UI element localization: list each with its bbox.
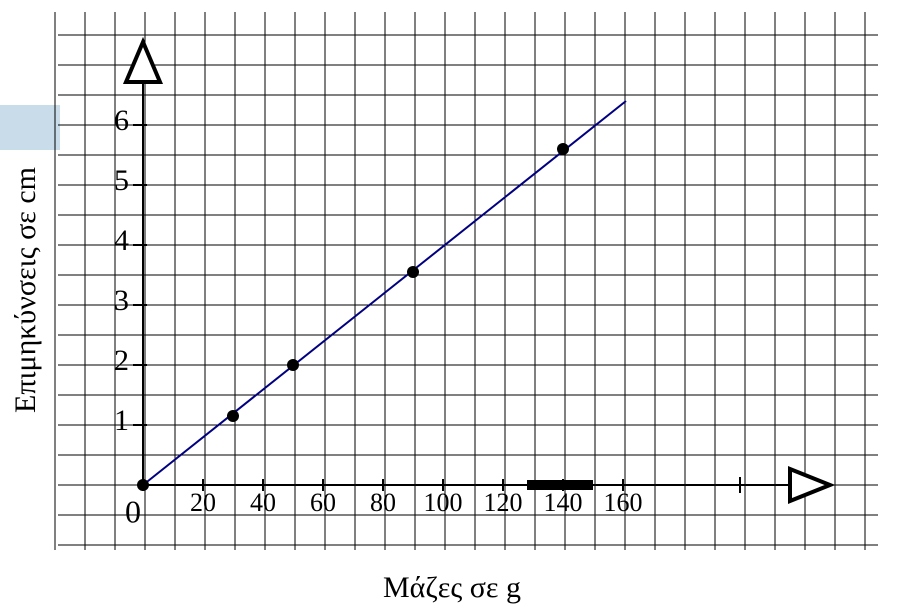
axis-bar xyxy=(527,480,593,490)
x-tick-label: 100 xyxy=(424,488,463,517)
fit-line xyxy=(142,100,627,486)
x-arrow xyxy=(788,466,836,504)
y-arrow xyxy=(122,36,164,84)
data-point xyxy=(287,359,299,371)
graph-paper xyxy=(54,12,878,550)
y-axis-label: Επιμηκύνσεις σε cm xyxy=(9,167,42,413)
x-tick-label: 140 xyxy=(544,488,583,517)
data-point xyxy=(407,266,419,278)
x-tick-label: 160 xyxy=(604,488,643,517)
x-tick-label: 80 xyxy=(370,488,396,517)
data-point xyxy=(137,479,149,491)
x-tick-label: 20 xyxy=(190,488,216,517)
x-axis-label: Μάζες σε g xyxy=(383,571,521,604)
data-point xyxy=(227,410,239,422)
y-tick-label: 3 xyxy=(114,284,129,317)
corner-image xyxy=(0,105,60,150)
y-tick-label: 2 xyxy=(114,344,129,377)
y-tick-label: 1 xyxy=(114,404,129,437)
x-tick-label: 40 xyxy=(250,488,276,517)
origin-label: 0 xyxy=(125,493,141,529)
y-tick-label: 4 xyxy=(114,224,129,257)
y-tick-label: 6 xyxy=(114,104,129,137)
x-tick-label: 60 xyxy=(310,488,336,517)
x-tick-label: 120 xyxy=(484,488,523,517)
data-point xyxy=(557,143,569,155)
y-tick-label: 5 xyxy=(114,164,129,197)
